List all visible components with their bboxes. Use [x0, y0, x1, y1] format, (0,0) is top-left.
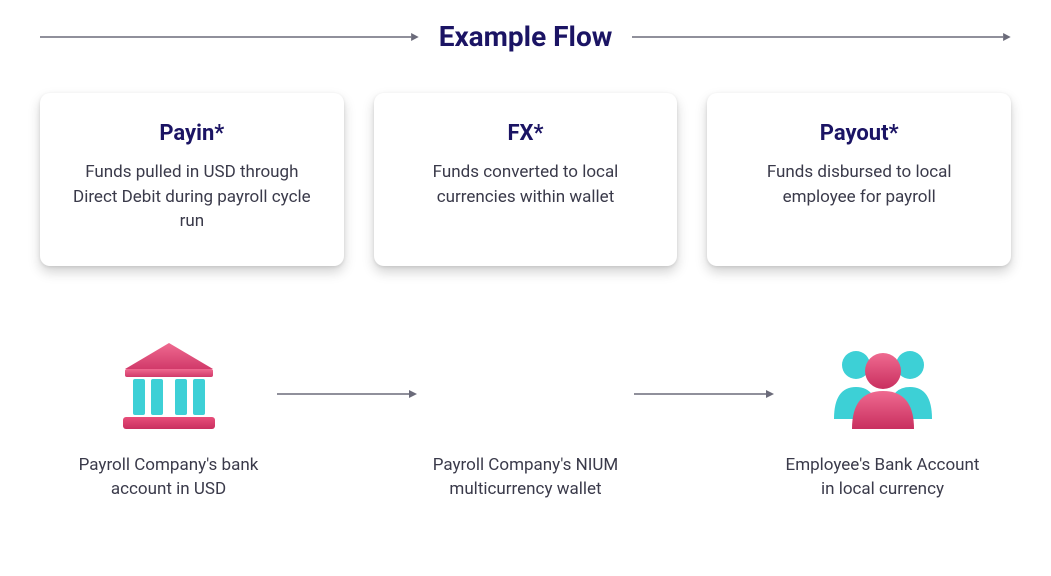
header-arrow-right — [632, 30, 1011, 44]
card-payout: Payout* Funds disbursed to local employe… — [707, 93, 1011, 266]
flow-node-label: Payroll Company's bank account in USD — [70, 454, 267, 502]
flow-node-wallet: Payroll Company's NIUM multicurrency wal… — [427, 336, 624, 502]
cards-row: Payin* Funds pulled in USD through Direc… — [40, 93, 1011, 266]
card-payin: Payin* Funds pulled in USD through Direc… — [40, 93, 344, 266]
card-desc: Funds pulled in USD through Direct Debit… — [64, 160, 320, 234]
card-desc: Funds disbursed to local employee for pa… — [731, 160, 987, 209]
card-title: Payout* — [731, 121, 987, 146]
people-icon — [828, 336, 938, 436]
header-arrow-left — [40, 30, 419, 44]
flow-node-bank: Payroll Company's bank account in USD — [70, 336, 267, 502]
icons-row: Payroll Company's bank account in USD Pa… — [40, 336, 1011, 502]
card-title: FX* — [398, 121, 654, 146]
card-desc: Funds converted to local currencies with… — [398, 160, 654, 209]
flow-node-people: Employee's Bank Account in local currenc… — [784, 336, 981, 502]
bank-icon — [121, 336, 217, 436]
wallet-icon — [478, 336, 574, 436]
flow-arrow — [634, 387, 774, 401]
flow-node-label: Employee's Bank Account in local currenc… — [784, 454, 981, 502]
card-title: Payin* — [64, 121, 320, 146]
flow-arrow — [277, 387, 417, 401]
card-fx: FX* Funds converted to local currencies … — [374, 93, 678, 266]
flow-node-label: Payroll Company's NIUM multicurrency wal… — [427, 454, 624, 502]
header-row: Example Flow — [40, 20, 1011, 53]
flow-title: Example Flow — [439, 20, 613, 53]
